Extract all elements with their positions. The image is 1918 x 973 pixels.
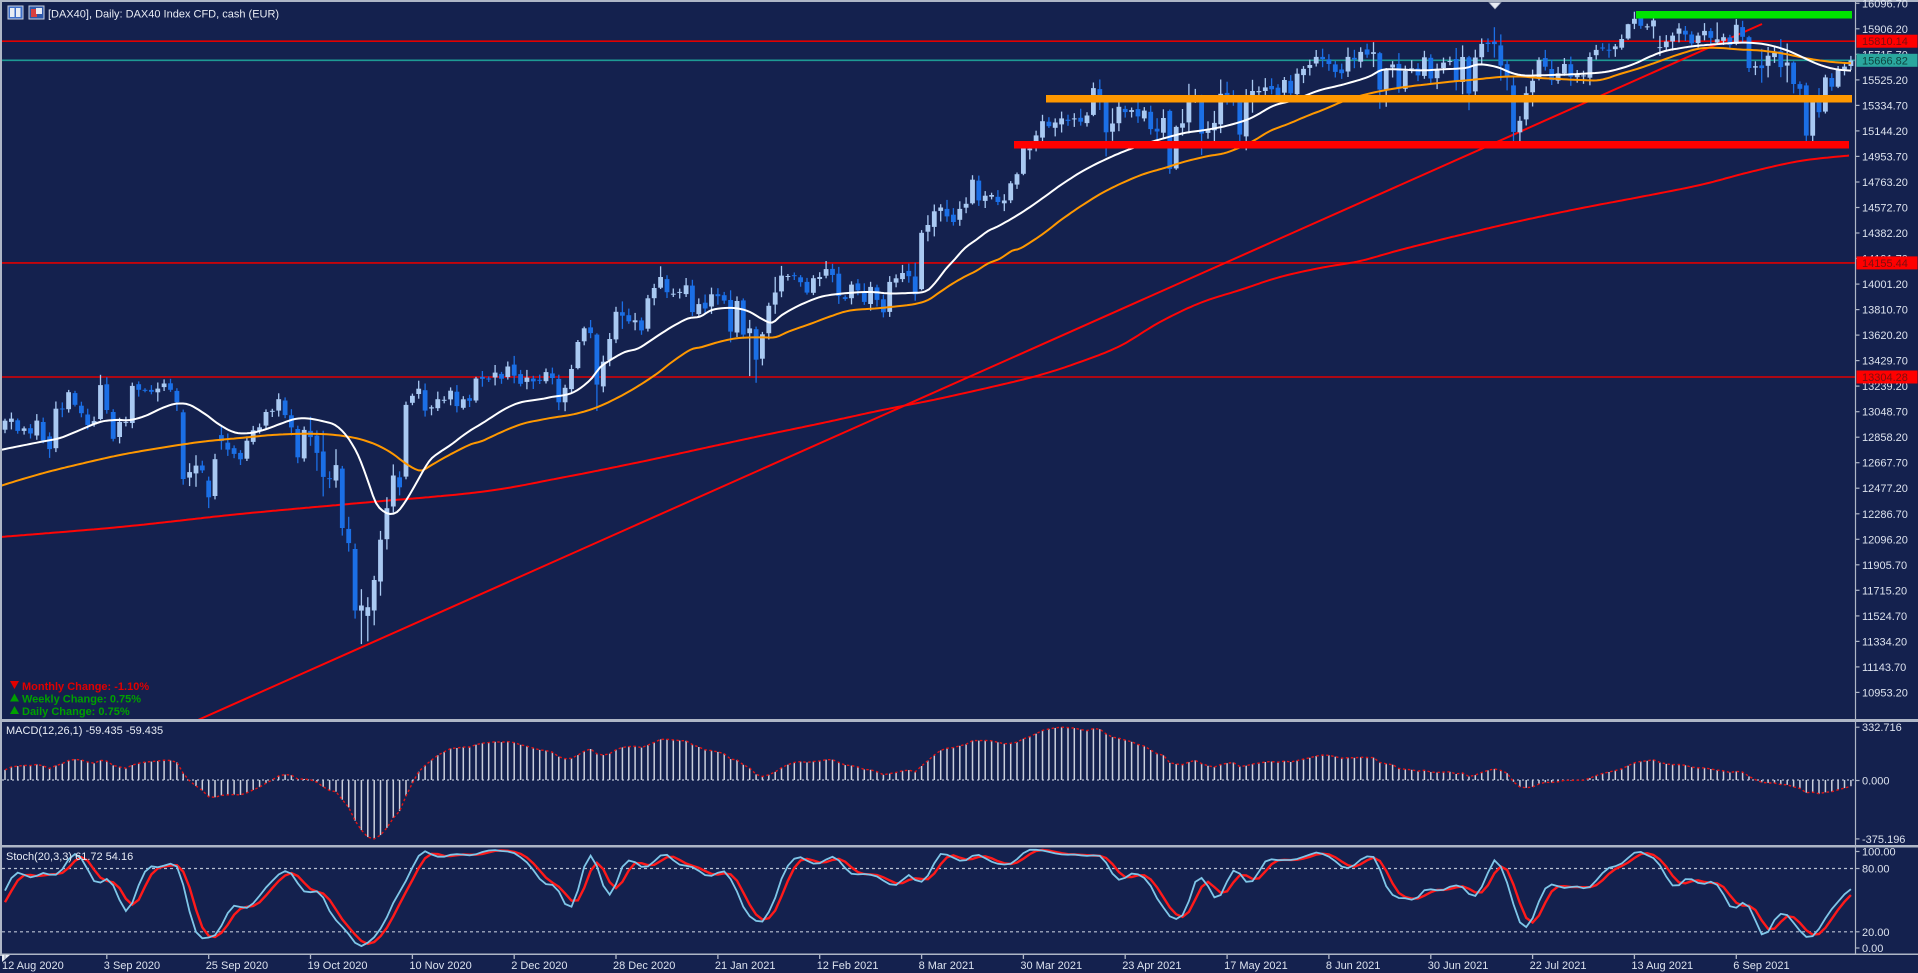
- svg-text:3 Sep 2020: 3 Sep 2020: [104, 960, 160, 972]
- svg-text:11905.70: 11905.70: [1862, 560, 1907, 572]
- svg-text:15666.82: 15666.82: [1862, 55, 1908, 67]
- svg-text:25 Sep 2020: 25 Sep 2020: [206, 960, 268, 972]
- svg-text:12858.20: 12858.20: [1862, 432, 1908, 444]
- svg-text:23 Apr 2021: 23 Apr 2021: [1122, 960, 1181, 972]
- svg-text:12 Feb 2021: 12 Feb 2021: [817, 960, 879, 972]
- svg-text:13810.70: 13810.70: [1862, 305, 1908, 317]
- svg-text:15334.70: 15334.70: [1862, 100, 1908, 112]
- svg-text:13429.70: 13429.70: [1862, 356, 1908, 368]
- svg-text:15525.20: 15525.20: [1862, 75, 1908, 87]
- svg-text:100.00: 100.00: [1862, 847, 1896, 859]
- svg-text:-375.196: -375.196: [1862, 834, 1905, 846]
- svg-text:2 Dec 2020: 2 Dec 2020: [511, 960, 567, 972]
- svg-text:13048.70: 13048.70: [1862, 407, 1908, 419]
- svg-text:12477.20: 12477.20: [1862, 483, 1908, 495]
- svg-text:12667.70: 12667.70: [1862, 458, 1908, 470]
- svg-text:10 Nov 2020: 10 Nov 2020: [409, 960, 471, 972]
- svg-text:21 Jan 2021: 21 Jan 2021: [715, 960, 776, 972]
- svg-text:13620.20: 13620.20: [1862, 330, 1908, 342]
- svg-text:[DAX40], Daily: DAX40 Index C: [DAX40], Daily: DAX40 Index CFD, cash (E…: [48, 9, 279, 21]
- svg-text:12 Aug 2020: 12 Aug 2020: [2, 960, 64, 972]
- svg-text:80.00: 80.00: [1862, 864, 1890, 876]
- svg-text:14953.70: 14953.70: [1862, 151, 1908, 163]
- svg-text:30 Mar 2021: 30 Mar 2021: [1020, 960, 1082, 972]
- svg-text:30 Jun 2021: 30 Jun 2021: [1428, 960, 1489, 972]
- svg-text:17 May 2021: 17 May 2021: [1224, 960, 1288, 972]
- svg-text:14155.44: 14155.44: [1862, 258, 1908, 270]
- svg-text:0.00: 0.00: [1862, 943, 1883, 955]
- svg-text:14572.70: 14572.70: [1862, 203, 1908, 215]
- svg-text:22 Jul 2021: 22 Jul 2021: [1530, 960, 1587, 972]
- svg-text:11715.20: 11715.20: [1862, 585, 1907, 597]
- svg-text:Daily Change: 0.75%: Daily Change: 0.75%: [22, 706, 130, 718]
- svg-text:13 Aug 2021: 13 Aug 2021: [1631, 960, 1693, 972]
- svg-text:Monthly Change: -1.10%: Monthly Change: -1.10%: [22, 681, 149, 693]
- svg-text:15144.20: 15144.20: [1862, 126, 1908, 138]
- svg-text:11524.70: 11524.70: [1862, 611, 1907, 623]
- svg-text:15810.14: 15810.14: [1862, 36, 1908, 48]
- svg-text:MACD(12,26,1) -59.435 -59.435: MACD(12,26,1) -59.435 -59.435: [6, 725, 163, 737]
- svg-text:20.00: 20.00: [1862, 927, 1890, 939]
- svg-text:12096.20: 12096.20: [1862, 534, 1908, 546]
- svg-text:6 Sep 2021: 6 Sep 2021: [1733, 960, 1789, 972]
- svg-text:Weekly Change: 0.75%: Weekly Change: 0.75%: [22, 694, 141, 706]
- svg-text:8 Mar 2021: 8 Mar 2021: [919, 960, 975, 972]
- svg-text:10953.20: 10953.20: [1862, 687, 1908, 699]
- svg-text:0.000: 0.000: [1862, 776, 1890, 788]
- svg-text:19 Oct 2020: 19 Oct 2020: [308, 960, 368, 972]
- svg-text:Stoch(20,3,3) 61.72 54.16: Stoch(20,3,3) 61.72 54.16: [6, 851, 133, 863]
- svg-text:14001.20: 14001.20: [1862, 279, 1908, 291]
- svg-text:11334.20: 11334.20: [1862, 636, 1907, 648]
- svg-text:16096.70: 16096.70: [1862, 0, 1908, 10]
- svg-text:8 Jun 2021: 8 Jun 2021: [1326, 960, 1380, 972]
- svg-text:12286.70: 12286.70: [1862, 509, 1908, 521]
- svg-text:14382.20: 14382.20: [1862, 228, 1908, 240]
- svg-text:11143.70: 11143.70: [1862, 662, 1906, 674]
- svg-text:13304.28: 13304.28: [1862, 372, 1908, 384]
- svg-text:15906.20: 15906.20: [1862, 24, 1908, 36]
- svg-text:28 Dec 2020: 28 Dec 2020: [613, 960, 675, 972]
- svg-text:14763.20: 14763.20: [1862, 177, 1908, 189]
- svg-text:332.716: 332.716: [1862, 722, 1902, 734]
- svg-text:13239.20: 13239.20: [1862, 381, 1908, 393]
